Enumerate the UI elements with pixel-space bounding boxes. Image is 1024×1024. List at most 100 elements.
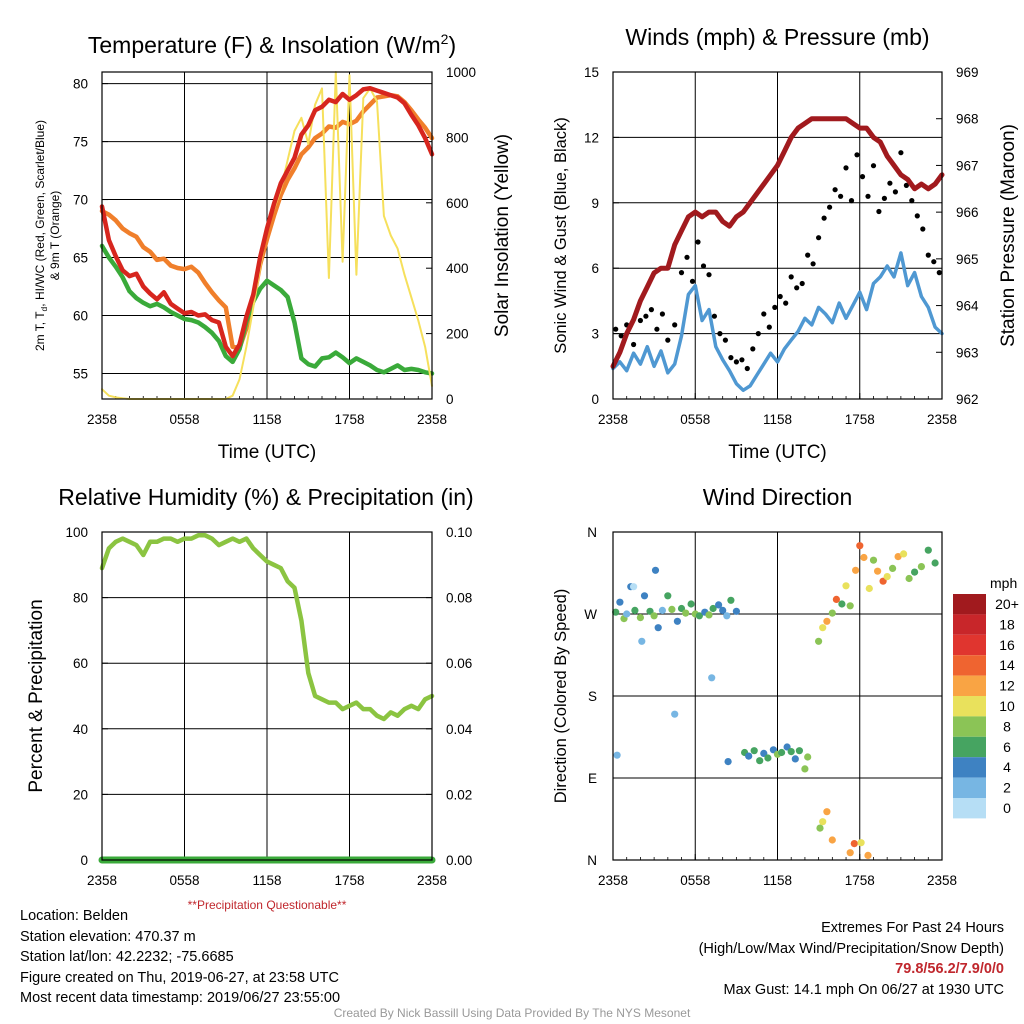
legend-swatch <box>953 736 986 758</box>
gust-point <box>838 193 844 199</box>
x-tick-label: 1158 <box>763 412 792 427</box>
y-tick-label: 55 <box>73 366 88 381</box>
direction-point <box>778 748 786 757</box>
direction-point <box>760 749 768 758</box>
y-tick-label-right: 0.04 <box>446 722 473 737</box>
gust-point <box>700 263 707 269</box>
gust-point <box>631 341 637 348</box>
direction-point <box>856 542 864 550</box>
gust-point <box>733 359 740 365</box>
x-tick-label: 1158 <box>252 873 281 888</box>
x-tick-label: 2358 <box>417 412 447 427</box>
direction-point <box>828 609 836 617</box>
direction-point <box>616 598 624 606</box>
plot-frame <box>101 71 433 400</box>
gust-point <box>805 252 811 258</box>
y-axis-label-right: Solar Insolation (Yellow) <box>492 134 513 337</box>
extremes-values: 79.8/56.2/7.9/0/0 <box>895 961 1004 977</box>
y-tick-label-right: 963 <box>956 345 979 360</box>
y-tick-label-right: 200 <box>446 327 469 342</box>
y-tick-label: 65 <box>73 251 88 266</box>
gust-point <box>859 174 866 180</box>
y-tick-label: 0 <box>591 392 599 407</box>
direction-point <box>687 600 695 608</box>
y-axis-label-left: Percent & Precipitation <box>26 599 47 792</box>
direction-point <box>879 577 887 585</box>
temp-2m-line <box>99 85 435 359</box>
y-axis-label-part: , HI/WC (Red, Green, Scarlet/Blue) <box>33 120 47 307</box>
gust-point <box>648 307 655 313</box>
direction-point <box>715 601 723 609</box>
direction-point <box>658 606 667 615</box>
temp-9m-line <box>99 92 435 351</box>
y-tick-label: 12 <box>584 130 599 145</box>
gust-point <box>783 300 789 306</box>
y-axis-label-left-line2: & 9m T (Orange) <box>48 191 62 281</box>
direction-point <box>708 674 716 682</box>
direction-point <box>668 605 676 614</box>
direction-point <box>865 584 873 593</box>
direction-point <box>727 596 735 604</box>
pressure-line <box>610 116 945 369</box>
max-gust-text: Max Gust: 14.1 mph On 06/27 at 1930 UTC <box>723 981 1004 998</box>
panel-title-end: ) <box>448 32 456 58</box>
direction-point <box>651 566 660 574</box>
x-tick-label: 0558 <box>169 412 199 427</box>
x-tick-label: 2358 <box>87 873 117 888</box>
y-tick-label-right: 966 <box>956 205 979 220</box>
direction-point <box>852 566 860 574</box>
temperature-panel: 2358 0558 1158 1758 235855606570758002004006… <box>33 31 513 463</box>
direction-point <box>842 582 850 590</box>
gust-point <box>618 333 624 339</box>
gust-point <box>936 270 942 276</box>
y-tick-label: 3 <box>591 327 599 342</box>
gust-point <box>761 311 767 317</box>
gust-point <box>816 235 822 241</box>
humidity-panel: 2358 0558 1158 1758 2358 0 20 40 60 80 100 0.00 0.02… <box>26 484 474 912</box>
direction-point <box>804 753 812 761</box>
gust-point <box>892 189 899 195</box>
gust-point <box>843 165 849 171</box>
legend-label: 0 <box>1003 800 1011 816</box>
legend-swatch <box>953 798 986 819</box>
x-tick-label: 1158 <box>763 873 792 888</box>
direction-point <box>823 808 831 816</box>
gust-point <box>881 195 888 201</box>
y-tick-label: 15 <box>584 65 599 80</box>
y-tick-label: 100 <box>65 525 88 540</box>
gust-point <box>865 193 871 199</box>
direction-point <box>850 840 858 848</box>
direction-point <box>819 818 827 826</box>
gust-point <box>909 198 915 204</box>
x-tick-label: 2358 <box>598 412 628 427</box>
legend-swatch <box>953 655 986 676</box>
legend-label: 2 <box>1003 780 1011 796</box>
x-tick-label: 1758 <box>845 412 875 427</box>
direction-point <box>783 743 791 751</box>
direction-point <box>695 612 704 620</box>
y-axis-label-sub: d <box>39 306 49 311</box>
direction-point <box>869 556 878 564</box>
y-tick-label: 40 <box>73 722 88 737</box>
direction-point <box>705 611 713 619</box>
y-tick-label-right: 968 <box>956 112 979 127</box>
y-tick-label-right: 0.10 <box>446 525 472 540</box>
direction-point <box>638 637 646 645</box>
direction-point <box>630 583 638 591</box>
y-tick-label: N <box>587 853 597 868</box>
gust-point <box>887 180 893 186</box>
x-tick-label: 1758 <box>334 873 364 888</box>
legend-label: 4 <box>1003 759 1011 775</box>
direction-point <box>673 617 682 625</box>
gust-point <box>711 313 718 319</box>
y-tick-label: E <box>588 771 597 786</box>
y-axis-label-left: Sonic Wind & Gust (Blue, Black) <box>552 117 570 354</box>
y-tick-label-right: 1000 <box>446 65 476 80</box>
y-tick-label: S <box>588 689 597 704</box>
y-tick-label-right: 0.00 <box>446 853 472 868</box>
legend-swatch <box>953 777 986 798</box>
y-axis-label-left: 2m T, Td, HI/WC (Red, Green, Scarlet/Blu… <box>33 120 49 351</box>
panel-title: Temperature (F) & Insolation (W/m2) <box>88 31 456 58</box>
legend-title: mph <box>990 575 1017 591</box>
gust-point <box>695 239 701 245</box>
